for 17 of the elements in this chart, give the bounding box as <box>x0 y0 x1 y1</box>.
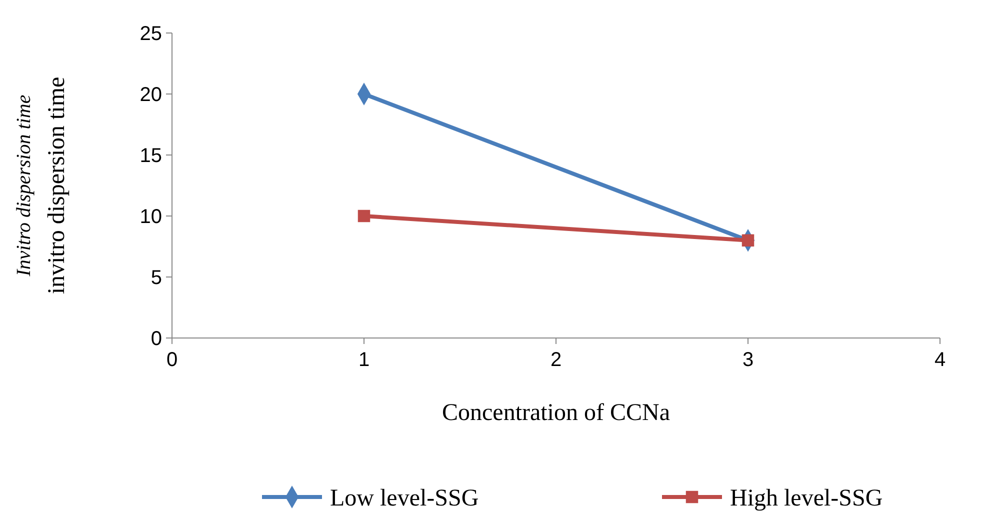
x-tick-label: 0 <box>166 349 178 371</box>
y-tick-label: 5 <box>150 267 162 289</box>
x-tick-label: 4 <box>934 349 946 371</box>
y-tick-label: 15 <box>140 145 162 167</box>
point <box>358 210 370 222</box>
x-axis-title: Concentration of CCNa <box>442 400 670 426</box>
x-tick-label: 3 <box>742 349 754 371</box>
legend-label: Low level-SSG <box>330 485 479 512</box>
legend-label: High level-SSG <box>730 485 883 512</box>
y-axis-title: invitro dispersion time <box>44 76 70 294</box>
y-tick-label: 25 <box>140 23 162 45</box>
y-tick-label: 20 <box>140 84 162 106</box>
y-tick-label: 0 <box>150 328 162 350</box>
y-tick-label: 10 <box>140 206 162 228</box>
x-tick-label: 1 <box>358 349 370 371</box>
x-tick-label: 2 <box>550 349 562 371</box>
text: Invitro dispersion time <box>13 94 35 278</box>
